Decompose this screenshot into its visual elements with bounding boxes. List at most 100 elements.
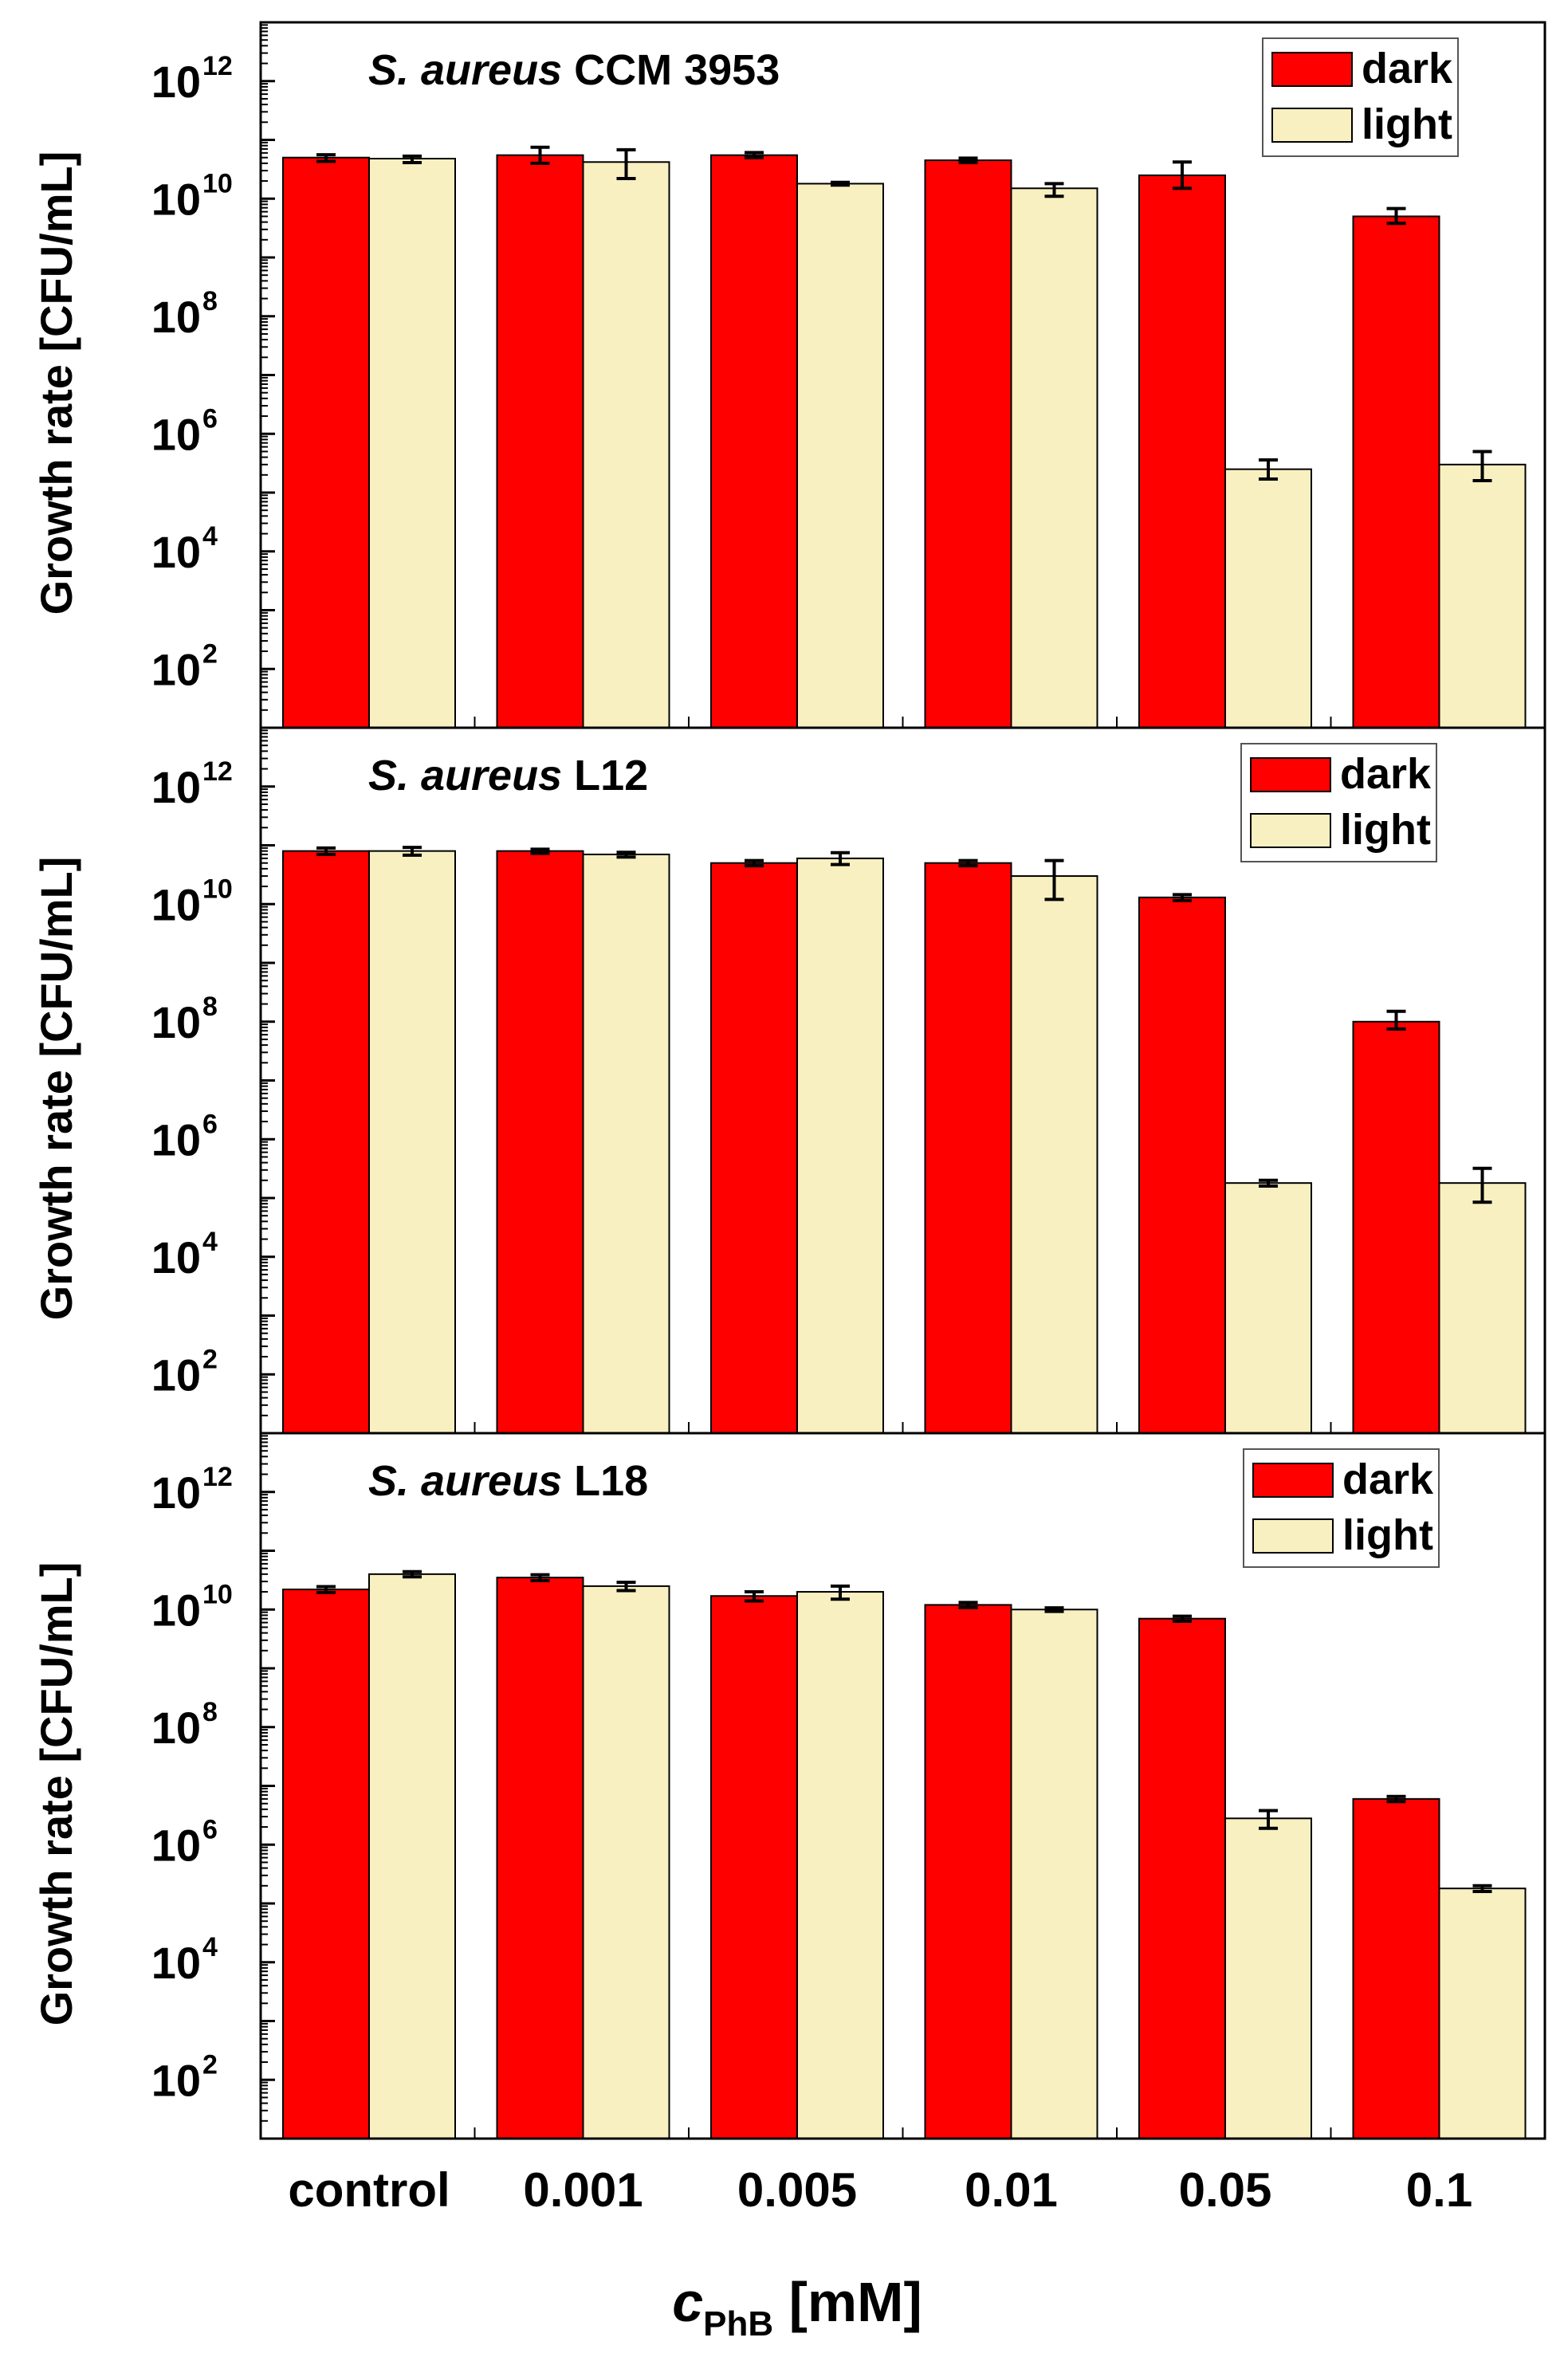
y-tick-exponent-1e8: 8 [202,1697,218,1727]
panel-title-species: S. aureus [368,752,562,799]
legend-label-dark: dark [1342,1455,1434,1503]
legend: dark light [1243,1448,1440,1568]
y-tick-label-1e8: 10 [151,1703,201,1753]
bar-light-0.01 [1010,1609,1098,2139]
y-tick-exponent-1e6: 6 [202,1814,218,1844]
y-tick-label-1e6: 10 [151,409,201,459]
bar-light-control [368,1573,456,2139]
y-tick-exponent-1e12: 12 [202,51,233,81]
legend-label-light: light [1362,100,1452,148]
y-tick-label-1e12: 10 [151,57,201,107]
y-tick-label-1e2: 10 [151,1349,201,1400]
x-category-label-control: control [288,2163,450,2217]
bar-dark-0.005 [710,862,798,1434]
legend-label-dark: dark [1340,750,1432,798]
panel-title-strain: L18 [562,1457,648,1505]
bar-light-0.1 [1438,1888,1527,2139]
x-category-label-0.1: 0.1 [1406,2163,1472,2217]
x-category-label-0.01: 0.01 [965,2163,1058,2217]
y-tick-exponent-1e6: 6 [202,1109,218,1139]
bar-light-0.05 [1224,1817,1312,2140]
y-tick-label-1e2: 10 [151,2055,201,2105]
x-axis-label-unit: [mM] [773,2271,922,2333]
legend-label-light: light [1340,806,1431,854]
legend-label-dark: dark [1362,45,1453,92]
bar-light-0.05 [1224,1182,1312,1435]
bar-dark-0.005 [710,1595,798,2139]
bar-dark-0.1 [1352,1020,1440,1434]
x-category-label-0.005: 0.005 [737,2163,857,2217]
y-tick-label-1e6: 10 [151,1820,201,1870]
bar-dark-0.05 [1138,174,1226,729]
panel-title-species: S. aureus [368,1457,562,1505]
bar-light-0.05 [1224,468,1312,729]
legend-label-light: light [1342,1511,1433,1559]
bar-light-control [368,850,456,1434]
y-tick-exponent-1e8: 8 [202,286,218,316]
bar-dark-0.005 [710,154,798,729]
y-tick-exponent-1e6: 6 [202,403,218,434]
bar-light-0.005 [796,857,884,1434]
y-tick-label-1e10: 10 [151,1585,201,1635]
bar-light-0.005 [796,183,884,729]
legend-swatch-dark [1250,757,1331,792]
legend-swatch-light [1252,1518,1334,1554]
x-category-labels: control 0.001 0.005 0.01 0.05 0.1 [288,2163,1472,2217]
y-tick-exponent-1e4: 4 [202,1932,218,1962]
y-axis-label: Growth rate [CFU/mL] [31,1562,81,2026]
bar-dark-control [282,850,370,1434]
y-tick-exponent-1e8: 8 [202,992,218,1022]
y-tick-label-1e6: 10 [151,1114,201,1165]
y-tick-label-1e12: 10 [151,762,201,812]
legend-swatch-dark [1271,52,1353,87]
legend: dark light [1262,37,1459,157]
y-tick-label-1e4: 10 [151,527,201,577]
bar-dark-control [282,1588,370,2139]
bar-light-0.01 [1010,187,1098,729]
bar-dark-0.001 [496,850,584,1434]
y-tick-label-1e12: 10 [151,1467,201,1518]
y-tick-label-1e8: 10 [151,997,201,1047]
legend-swatch-light [1271,108,1353,143]
panel-title-strain: CCM 3953 [562,46,780,94]
bar-light-0.001 [582,161,670,729]
y-tick-label-1e10: 10 [151,879,201,929]
panel-title: S. aureus L12 [368,752,648,799]
y-tick-label-1e8: 10 [151,292,201,342]
bar-dark-0.1 [1352,1797,1440,2139]
y-tick-label-1e10: 10 [151,174,201,224]
panel-title-strain: L12 [562,752,648,799]
panel-title: S. aureus L18 [368,1457,648,1505]
legend-swatch-dark [1252,1463,1334,1498]
y-tick-exponent-1e4: 4 [202,1227,218,1257]
panel-title-species: S. aureus [368,46,562,94]
y-tick-exponent-1e2: 2 [202,638,218,669]
y-tick-exponent-1e10: 10 [202,1579,233,1609]
y-tick-exponent-1e2: 2 [202,1344,218,1374]
legend: dark light [1240,743,1437,862]
bar-dark-0.1 [1352,215,1440,729]
y-tick-exponent-1e12: 12 [202,1462,233,1492]
bar-light-0.005 [796,1591,884,2140]
y-tick-exponent-1e12: 12 [202,756,233,787]
bar-dark-0.001 [496,1577,584,2139]
x-axis-label-symbol: c [672,2271,703,2333]
x-category-label-0.001: 0.001 [523,2163,643,2217]
y-tick-label-1e2: 10 [151,644,201,694]
y-tick-exponent-1e2: 2 [202,2049,218,2080]
y-tick-exponent-1e10: 10 [202,874,233,904]
y-tick-label-1e4: 10 [151,1938,201,1988]
bar-light-0.1 [1438,1182,1527,1435]
bar-light-control [368,158,456,729]
y-axis-label: Growth rate [CFU/mL] [31,151,81,615]
bar-dark-0.01 [924,159,1012,729]
bar-light-0.1 [1438,463,1527,729]
bar-dark-0.01 [924,1604,1012,2139]
x-axis-label: cPhB [mM] [672,2271,922,2343]
x-category-label-0.05: 0.05 [1179,2163,1272,2217]
